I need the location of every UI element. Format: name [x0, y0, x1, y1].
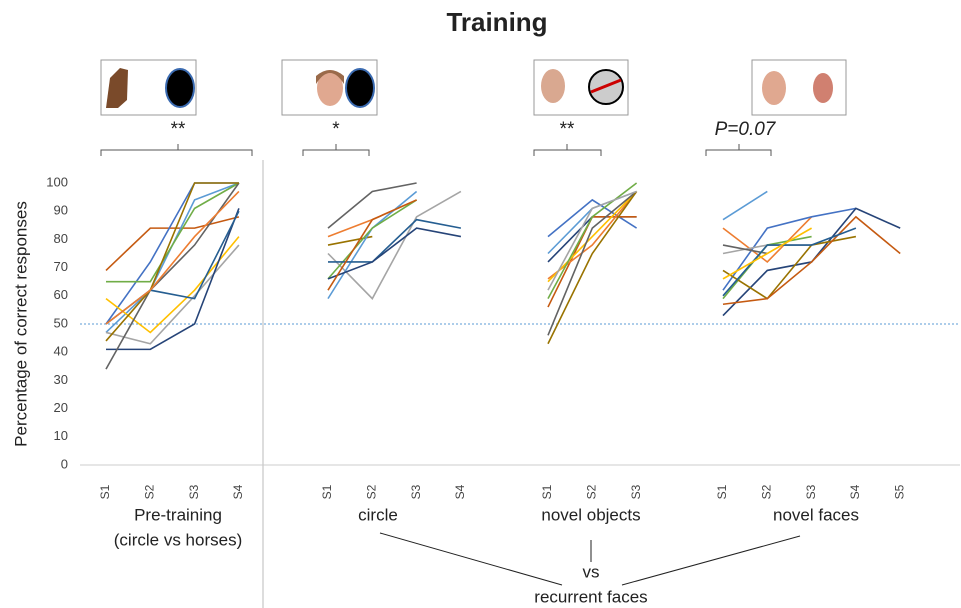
significance: **	[560, 119, 575, 140]
brackets	[100, 144, 772, 156]
series-line	[547, 216, 637, 308]
series-line	[722, 227, 857, 297]
panel-label: circle	[358, 505, 398, 524]
significance: *	[332, 119, 340, 140]
x-tick-label: S2	[364, 484, 378, 499]
x-tick-label: S5	[892, 484, 906, 499]
panel-label: novel faces	[773, 505, 859, 524]
x-tick-label: S3	[804, 484, 818, 499]
x-tick-label: S1	[540, 484, 554, 499]
y-axis-label: Percentage of correct responses	[11, 201, 30, 447]
y-tick-label: 40	[54, 344, 68, 359]
vs-lines	[379, 532, 801, 586]
x-tick-label: S3	[409, 484, 423, 499]
series-line	[328, 218, 462, 263]
series-line	[722, 235, 857, 300]
y-tick-label: 100	[46, 174, 68, 189]
series-line	[105, 216, 240, 271]
significance: P=0.07	[715, 119, 777, 140]
y-tick-label: 30	[54, 372, 68, 387]
vs-text: vs	[583, 562, 600, 581]
series-line	[327, 182, 417, 229]
series-line	[106, 208, 240, 351]
panel-label: novel objects	[541, 505, 640, 524]
series-line	[722, 227, 812, 280]
y-tick-label: 10	[54, 428, 68, 443]
series-line	[105, 182, 239, 342]
series-line	[327, 227, 462, 280]
series-line	[722, 216, 813, 264]
x-tick-label: S3	[187, 484, 201, 499]
chart-title: Training	[446, 7, 547, 37]
series-line	[722, 244, 768, 255]
series-line	[105, 182, 240, 334]
y-tick-label: 80	[54, 231, 68, 246]
series-line	[722, 190, 768, 221]
series-line	[547, 190, 638, 336]
x-tick-label: S4	[848, 484, 862, 499]
significance: **	[171, 119, 186, 140]
series-line	[547, 190, 638, 345]
y-tick-label: 50	[54, 315, 68, 330]
series-line	[547, 190, 637, 291]
x-tick-label: S1	[98, 484, 112, 499]
x-tick-label: S2	[759, 484, 773, 499]
x-tick-label: S4	[453, 484, 467, 499]
x-tick-label: S4	[231, 484, 245, 499]
series-line	[547, 182, 638, 300]
series-line	[547, 190, 638, 283]
x-tick-label: S1	[715, 484, 729, 499]
x-tick-label: S1	[320, 484, 334, 499]
icons	[100, 59, 847, 116]
series-line	[327, 190, 462, 300]
series-line	[547, 198, 638, 238]
series-line	[327, 235, 373, 246]
panel-label: (circle vs horses)	[114, 530, 242, 549]
x-tick-label: S2	[142, 484, 156, 499]
x-tick-label: S3	[629, 484, 643, 499]
series-line	[722, 215, 901, 306]
y-tick-label: 90	[54, 203, 68, 218]
y-tick-label: 60	[54, 287, 68, 302]
y-tick-label: 20	[54, 400, 68, 415]
series-line	[722, 244, 812, 255]
y-tick-label: 70	[54, 259, 68, 274]
y-tick-label: 0	[61, 456, 68, 471]
panel-label: Pre-training	[134, 505, 222, 524]
series-line	[106, 182, 240, 283]
series-line	[105, 182, 239, 325]
vs-text: recurrent faces	[534, 587, 647, 606]
series-line	[722, 207, 857, 291]
series-line	[105, 244, 240, 345]
series-line	[105, 190, 240, 325]
series-line	[327, 199, 417, 291]
x-tick-label: S2	[584, 484, 598, 499]
